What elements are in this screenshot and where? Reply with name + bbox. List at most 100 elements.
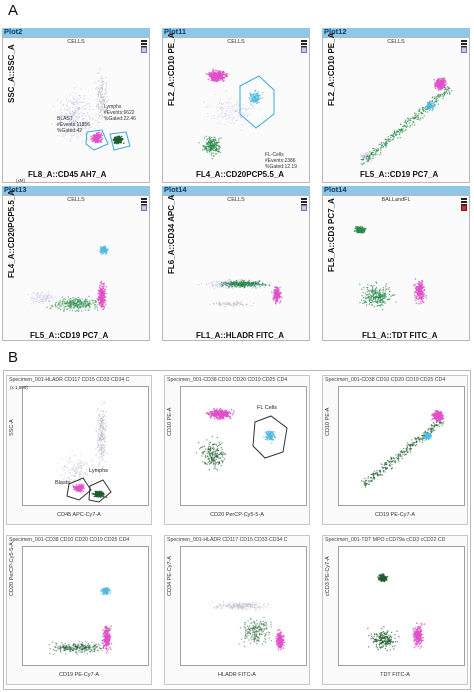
scatter-area <box>367 573 426 652</box>
plot-subtitle: CELLS <box>67 197 85 203</box>
plot-header: Plot2 <box>2 27 150 37</box>
plot11-x-axis-label: FL4_A::CD20PCP5.5_A <box>196 170 285 179</box>
plot-title: Specimen_001-CD38 CD10 CD20 CD19 CD25 CD… <box>325 377 446 383</box>
x-axis-label: CD45 APC-Cy7-A <box>57 512 101 518</box>
plot13-x-axis-label: FL5_A::CD19 PC7_A <box>30 331 109 340</box>
color-swatch-icon[interactable] <box>461 205 467 211</box>
blast-gate[interactable] <box>85 129 109 151</box>
y-axis-label: CD10 PE-A <box>325 407 331 436</box>
y-scale-label: (xM) <box>16 178 25 183</box>
x-axis-label: HLADR FITC-A <box>218 672 256 678</box>
plot-subtitle: CELLS <box>387 39 405 45</box>
scatter-area <box>27 245 110 313</box>
plot14-panel: Plot14 CELLS <box>162 185 310 341</box>
plot14b-y-axis-label: FL5_A::CD3 PC7_A <box>327 198 336 272</box>
plot-area <box>180 546 307 666</box>
y-axis-label: CD20 PerCP-Cy5-5-A <box>9 542 15 596</box>
plot-header: Plot13 <box>2 185 150 195</box>
plot-area <box>180 386 307 506</box>
fl-cells-gate[interactable] <box>252 415 288 459</box>
scatter-area <box>208 601 286 651</box>
plot-header: Plot14 <box>322 185 470 195</box>
scatter-area <box>198 68 275 160</box>
plot11-y-axis-label: FL2_A::CD10 PE_A <box>167 32 176 106</box>
plot-header: Plot11 <box>162 27 310 37</box>
b-plot-6: Specimen_001-TDT MPO cCD79a cCD3 cCD22 C… <box>322 535 468 685</box>
plot-subtitle: BALLandFL <box>381 197 411 203</box>
color-swatch-icon[interactable] <box>301 47 307 53</box>
b-plot-4: Specimen_001-CD38 CD10 CD20 CD19 CD25 CD… <box>6 535 152 685</box>
color-swatch-icon[interactable] <box>461 47 467 53</box>
panel-b-frame <box>3 370 471 690</box>
plot14-x-axis-label: FL1_A::HLADR FITC_A <box>196 331 284 340</box>
scatter-area <box>353 225 427 311</box>
plot-area <box>22 386 149 506</box>
y-axis-label: CD10 PE-A <box>167 407 173 436</box>
plot2-y-axis-label: SSC_A::SSC_A <box>7 44 16 103</box>
b-plot-5: Specimen_001-HLADR CD117 CD15 CD33 CD34 … <box>164 535 310 685</box>
panel-a: Plot2 CELLS BLAST #Events:11856 %Gated:4… <box>2 27 470 341</box>
panel-a-label: A <box>8 2 19 19</box>
fl-cells-gate-label: FL Cells <box>257 405 277 411</box>
plot14-ballandfl-panel: Plot14 BALLandFL <box>322 185 470 341</box>
blasts-gate[interactable] <box>66 477 92 501</box>
plot-subtitle: CELLS <box>227 197 245 203</box>
color-swatch-icon[interactable] <box>141 205 147 211</box>
x-axis-label: TDT FITC-A <box>380 672 410 678</box>
plot-title: Plot2 <box>4 27 23 36</box>
color-swatch-icon[interactable] <box>141 47 147 53</box>
plot-header: Plot14 <box>162 185 310 195</box>
plot12-panel: Plot12 CELLS <box>322 27 470 183</box>
x-axis-label: CD19 PE-Cy7-A <box>58 672 100 678</box>
plot-title: Plot14 <box>164 185 187 194</box>
plot-subtitle: CELLS <box>227 39 245 45</box>
plot-title: Plot12 <box>324 27 347 36</box>
scatter-area <box>198 278 283 308</box>
plot-frame <box>322 37 470 183</box>
plot-title: Specimen_001-HLADR CD117 CD15 CD33 CD34 … <box>9 377 130 383</box>
scatter-area <box>361 409 445 488</box>
lymphs-gate-label: Lymphs <box>89 468 109 474</box>
plot-area <box>338 546 465 666</box>
blast-gate-label: BLAST #Events:11856 %Gated:42 <box>57 116 90 134</box>
y-axis-label: SSC-A <box>9 419 15 436</box>
plot13-y-axis-label: FL4_A::CD20PCP5.5_A <box>7 189 16 278</box>
x-axis-label: CD19 PE-Cy7-A <box>374 512 416 518</box>
x-axis-label: CD20 PerCP-Cy5-5-A <box>210 512 264 518</box>
plot12-y-axis-label: FL2_A::CD10 PE_A <box>327 32 336 106</box>
plot-title: Specimen_001-CD38 CD10 CD20 CD19 CD25 CD… <box>167 377 288 383</box>
fl-cells-gate[interactable] <box>239 75 275 129</box>
y-scale-label: (x 1,000) <box>10 385 28 390</box>
plot14b-x-axis-label: FL1_A::TDT FITC_A <box>362 331 438 340</box>
plot-frame <box>162 195 310 341</box>
plot-frame <box>162 37 310 183</box>
plot2-x-axis-label: FL8_A::CD45 AH7_A <box>28 170 107 179</box>
plot-title: Specimen_001-TDT MPO cCD79a cCD3 cCD22 C… <box>325 537 446 543</box>
scatter-area <box>55 401 112 503</box>
plot-frame <box>2 195 150 341</box>
scatter-area <box>50 68 131 151</box>
plot-area <box>338 386 465 506</box>
plot14-y-axis-label: FL6_A::CD34 APC_A <box>167 194 176 274</box>
plot13-panel: Plot13 CELLS <box>2 185 150 341</box>
plot-header: Plot12 <box>322 27 470 37</box>
scatter-area <box>195 407 288 471</box>
fl-cells-gate-label: FL-Cells #Events:2386 %Gated:12.19 <box>265 152 297 170</box>
plot-title: Specimen_001-HLADR CD117 CD15 CD33 CD34 … <box>167 537 288 543</box>
panel-b-label: B <box>8 349 19 366</box>
y-axis-label: cCD3 PE-Cy7-A <box>325 556 331 596</box>
plot-title: Plot14 <box>324 185 347 194</box>
plot2-panel: Plot2 CELLS BLAST #Events:11856 %Gated:4… <box>2 27 150 183</box>
lymphs-gate[interactable] <box>88 479 112 503</box>
scatter-area <box>359 77 453 166</box>
lymphs-gate-label: Lymphs #Events:6622 %Gated:22.46 <box>104 104 136 122</box>
blasts-gate-label: Blasts <box>55 480 70 486</box>
b-plot-2: Specimen_001-CD38 CD10 CD20 CD19 CD25 CD… <box>164 375 310 525</box>
plot-subtitle: CELLS <box>67 39 85 45</box>
plot-frame <box>322 195 470 341</box>
scatter-area <box>48 587 113 655</box>
color-swatch-icon[interactable] <box>301 205 307 211</box>
plot-title: Plot13 <box>4 185 27 194</box>
plot12-x-axis-label: FL5_A::CD19 PC7_A <box>360 170 439 179</box>
lymphs-gate[interactable] <box>109 131 131 151</box>
